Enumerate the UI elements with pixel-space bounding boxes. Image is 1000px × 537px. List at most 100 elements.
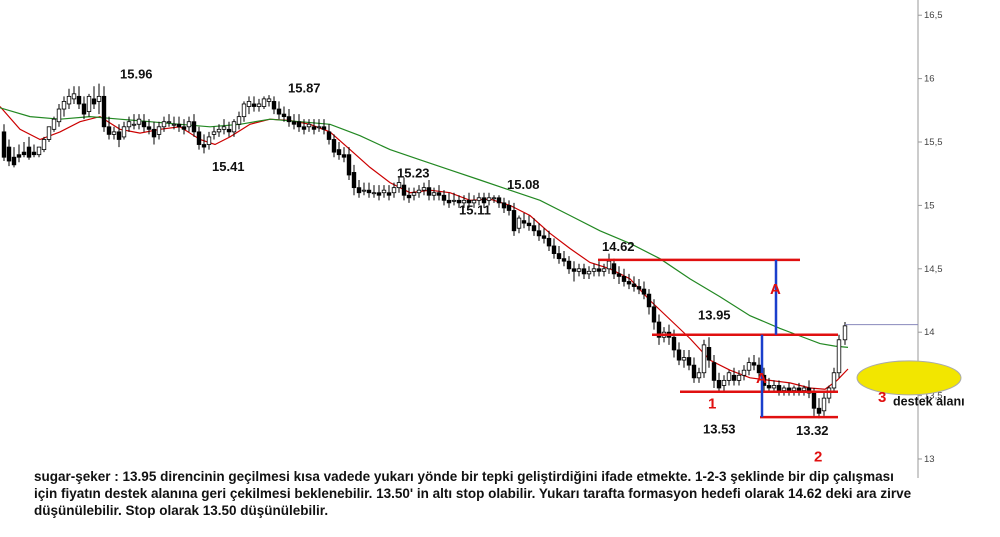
candle-up [46,126,52,140]
candle-up [696,372,702,379]
candle-up [606,260,612,270]
candle-down [76,95,82,105]
candle-up [71,93,77,100]
candle-up [166,121,172,124]
candle-down [506,205,512,211]
candle-up [411,192,417,196]
candle-up [576,268,582,272]
candle-up [156,126,162,135]
candle-down [616,273,622,277]
candle-down [291,121,297,125]
candle-down [116,131,122,140]
candle-down [276,108,282,115]
candle-down [16,154,22,158]
candle-down [191,121,197,133]
candle-down [656,321,662,338]
candle-down [631,283,637,287]
candle-up [111,131,117,135]
candle-up [451,199,457,202]
candle-up [36,146,42,156]
y-tick-label: 14 [924,327,935,338]
candle-up [236,116,242,125]
candle-up [306,123,312,128]
support-zone-label: destek alanı [893,395,965,409]
candle-up [701,344,707,374]
candle-down [501,202,507,209]
candle-up [461,199,467,204]
candle-down [496,197,502,204]
candle-down [26,146,32,158]
candle-up [61,101,67,110]
candle-down [406,194,412,199]
candle-up [736,374,742,381]
candle-down [566,260,572,270]
candle-down [556,253,562,260]
candle-up [241,103,247,118]
candle-down [251,103,257,107]
price-label: 14.62 [602,239,635,254]
candle-down [311,126,317,130]
candle-down [626,281,632,285]
candle-down [146,126,152,130]
candle-up [41,139,47,151]
moving-averages [0,106,849,390]
candle-up [421,187,427,191]
candle-down [776,385,782,391]
y-tick-label: 14,5 [924,264,943,275]
candle-down [611,263,617,275]
candle-up [246,101,252,107]
price-label: 13.53 [703,422,736,437]
y-tick-label: 15 [924,200,935,211]
candle-up [256,103,262,107]
price-label: 15.23 [397,166,430,181]
candle-down [691,364,697,379]
candle-up [471,199,477,204]
candle-up [746,362,752,371]
candle-up [486,197,492,201]
candle-down [441,194,447,201]
candle-down [466,199,472,204]
candle-up [266,98,272,102]
candle-up [681,357,687,361]
candle-down [336,149,342,156]
candle-down [446,199,452,204]
y-tick-label: 13 [924,454,935,465]
price-label: 15.87 [288,81,321,96]
candle-down [526,222,532,227]
candle-down [596,268,602,272]
y-axis: 16,5 16 15,5 15 14,5 14 13,5 13 [917,0,943,478]
y-tick-label: 15,5 [924,137,943,148]
candle-down [176,123,182,128]
candle-down [641,288,647,295]
candle-up [831,372,837,389]
candle-up [516,217,522,229]
candle-down [551,245,557,254]
candle-down [181,126,187,130]
candle-down [716,379,722,389]
candle-up [211,131,217,135]
candle-down [531,225,537,232]
y-tick-label: 16 [924,74,935,85]
candle-down [571,268,577,272]
candle-down [796,387,802,391]
candle-up [826,387,832,399]
pattern-label: A [770,281,781,298]
candle-down [811,392,817,409]
candle-up [771,385,777,389]
candle-up [221,126,227,130]
candle-down [786,387,792,391]
y-tick-label: 16,5 [924,10,943,21]
candle-up [136,118,142,125]
candle-down [226,128,232,133]
candle-down [11,156,17,166]
candle-down [106,126,112,135]
candle-up [86,95,92,112]
candle-down [141,121,147,128]
candle-down [546,237,552,247]
candle-down [636,286,642,290]
candle-up [231,121,237,133]
candle-down [401,184,407,196]
candle-down [91,98,97,105]
candle-up [821,397,827,412]
